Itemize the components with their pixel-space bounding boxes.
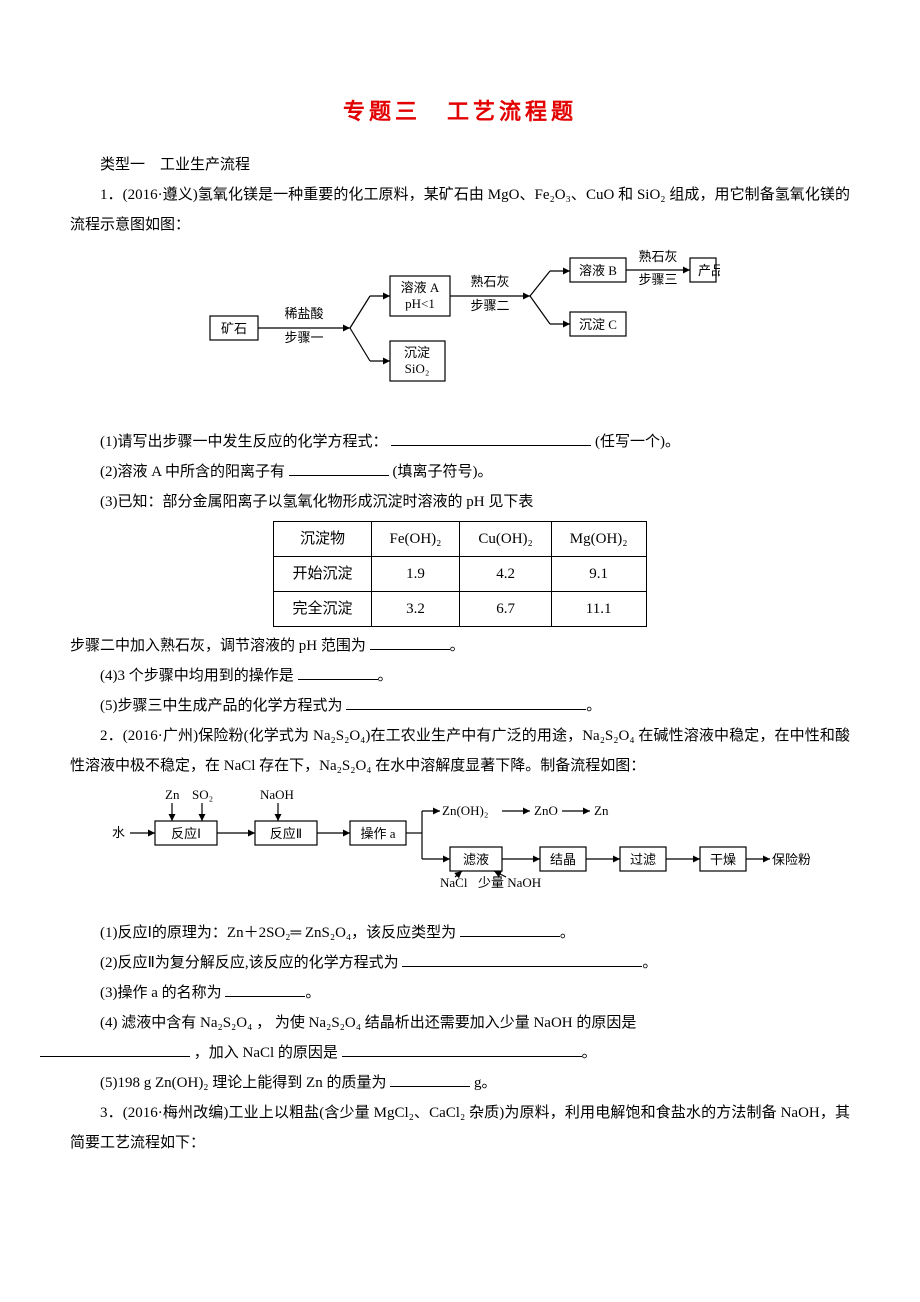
node-nacl: NaCl (440, 875, 468, 890)
node-caozuoa: 操作 a (360, 826, 395, 841)
th-0: 沉淀物 (274, 522, 371, 557)
node-sio2: SiO₂ (405, 361, 430, 376)
q2-4-blank2 (342, 1041, 582, 1057)
q2-1-blank (460, 921, 560, 937)
q2-3-blank (225, 981, 305, 997)
q1-4: (4)3 个步骤中均用到的操作是 。 (70, 661, 850, 691)
q1-1-tail: (任写一个)。 (595, 434, 680, 450)
cell: 3.2 (371, 592, 460, 627)
q1-3-blank (370, 634, 450, 650)
node-ganzao: 干燥 (710, 852, 736, 867)
cell: 开始沉淀 (274, 557, 371, 592)
q2-4: (4) 滤液中含有 Na₂S₂O₄ ， 为使 Na₂S₂O₄ 结晶析出还需要加入… (70, 1008, 850, 1068)
q1-2: (2)溶液 A 中所含的阳离子有 (填离子符号)。 (70, 457, 850, 487)
node-jiejing: 结晶 (550, 852, 576, 867)
node-chendianC: 沉淀 C (579, 317, 617, 332)
node-so2: SO₂ (192, 787, 213, 802)
q1-5-blank (346, 694, 586, 710)
cell: 1.9 (371, 557, 460, 592)
table-row: 开始沉淀 1.9 4.2 9.1 (274, 557, 646, 592)
q2-4b-text: ，加入 NaCl 的原因是 (194, 1045, 338, 1061)
lbl-step3: 步骤三 (638, 272, 677, 287)
th-3: Mg(OH)₂ (551, 522, 646, 557)
node-znm: Zn (594, 803, 609, 818)
node-rongyeA: 溶液 A (401, 280, 440, 295)
q1-1-text: (1)请写出步骤一中发生反应的化学方程式： (100, 434, 388, 450)
th-2: Cu(OH)₂ (460, 522, 551, 557)
q1-table: 沉淀物 Fe(OH)₂ Cu(OH)₂ Mg(OH)₂ 开始沉淀 1.9 4.2… (273, 521, 646, 627)
q2-2-text: (2)反应Ⅱ为复分解反应,该反应的化学方程式为 (100, 955, 399, 971)
q2-5b-text: g。 (474, 1075, 497, 1091)
q1-4-text: (4)3 个步骤中均用到的操作是 (100, 668, 294, 684)
q1-2-blank (289, 460, 389, 476)
node-zno: ZnO (534, 803, 558, 818)
q1-4-blank (298, 664, 378, 680)
node-zn: Zn (165, 787, 180, 802)
lbl-step1: 步骤一 (284, 330, 323, 345)
q2-5-blank (390, 1071, 470, 1087)
q1-intro: 1．(2016·遵义)氢氧化镁是一种重要的化工原料，某矿石由 MgO、Fe₂O₃… (70, 180, 850, 240)
q1-diagram: 矿石 稀盐酸 步骤一 溶液 A pH<1 沉淀 SiO₂ 熟石灰 步骤二 溶液 … (70, 246, 850, 417)
q1-2a: (2)溶液 A 中所含的阳离子有 (100, 464, 285, 480)
q1-5-text: (5)步骤三中生成产品的化学方程式为 (100, 698, 343, 714)
q2-4-blank1 (40, 1041, 190, 1057)
q2-2: (2)反应Ⅱ为复分解反应,该反应的化学方程式为 。 (70, 948, 850, 978)
node-fy2: 反应Ⅱ (270, 826, 302, 841)
q2-2-blank (402, 951, 642, 967)
node-shui: 水 (112, 825, 125, 840)
lbl-xyan: 稀盐酸 (284, 306, 323, 321)
q1-3-lead: (3)已知：部分金属阳离子以氢氧化物形成沉淀时溶液的 pH 见下表 (70, 487, 850, 517)
node-chendian: 沉淀 (404, 345, 430, 360)
q2-3: (3)操作 a 的名称为 。 (70, 978, 850, 1008)
node-shaoliang: 少量 NaOH (478, 875, 541, 890)
node-kuangshi: 矿石 (221, 321, 247, 336)
q3-intro: 3．(2016·梅州改编)工业上以粗盐(含少量 MgCl₂、CaCl₂ 杂质)为… (70, 1098, 850, 1158)
q1-2b: (填离子符号)。 (393, 464, 493, 480)
lbl-shushihui: 熟石灰 (470, 274, 509, 289)
q2-5: (5)198 g Zn(OH)₂ 理论上能得到 Zn 的质量为 g。 (70, 1068, 850, 1098)
q2-5a-text: (5)198 g Zn(OH)₂ 理论上能得到 Zn 的质量为 (100, 1075, 386, 1091)
th-1: Fe(OH)₂ (371, 522, 460, 557)
page-title: 专题三 工艺流程题 (70, 90, 850, 134)
lbl-step2: 步骤二 (470, 298, 509, 313)
cell: 4.2 (460, 557, 551, 592)
node-rongyeB: 溶液 B (579, 263, 617, 278)
cell: 完全沉淀 (274, 592, 371, 627)
q2-diagram: 水 Zn SO₂ 反应Ⅰ NaOH 反应Ⅱ 操作 a Zn(OH)₂ ZnO Z… (70, 787, 850, 908)
q2-intro: 2．(2016·广州)保险粉(化学式为 Na₂S₂O₄)在工农业生产中有广泛的用… (70, 721, 850, 781)
q1-3-after-text: 步骤二中加入熟石灰，调节溶液的 pH 范围为 (70, 638, 366, 654)
node-chanpin: 产品 (698, 263, 720, 278)
lbl-shushihui2: 熟石灰 (638, 249, 677, 264)
q1-3-after: 步骤二中加入熟石灰，调节溶液的 pH 范围为 。 (70, 631, 850, 661)
cell: 6.7 (460, 592, 551, 627)
q2-4a-text: (4) 滤液中含有 Na₂S₂O₄ ， 为使 Na₂S₂O₄ 结晶析出还需要加入… (100, 1015, 636, 1031)
q1-1: (1)请写出步骤一中发生反应的化学方程式： (任写一个)。 (70, 427, 850, 457)
q2-1-text: (1)反应Ⅰ的原理为：Zn＋2SO₂═ ZnS₂O₄，该反应类型为 (100, 925, 456, 941)
node-fy1: 反应Ⅰ (171, 826, 201, 841)
node-guolu: 过滤 (630, 852, 656, 867)
q1-1-blank (391, 430, 591, 446)
q2-1: (1)反应Ⅰ的原理为：Zn＋2SO₂═ ZnS₂O₄，该反应类型为 。 (70, 918, 850, 948)
cell: 9.1 (551, 557, 646, 592)
cell: 11.1 (551, 592, 646, 627)
node-znoh2: Zn(OH)₂ (442, 803, 488, 818)
node-naoh: NaOH (260, 787, 294, 802)
node-bxf: 保险粉 (772, 852, 810, 867)
q2-3-text: (3)操作 a 的名称为 (100, 985, 222, 1001)
section-heading: 类型一 工业生产流程 (70, 150, 850, 180)
node-lvye: 滤液 (463, 852, 489, 867)
table-header-row: 沉淀物 Fe(OH)₂ Cu(OH)₂ Mg(OH)₂ (274, 522, 646, 557)
q1-5: (5)步骤三中生成产品的化学方程式为 。 (70, 691, 850, 721)
node-ph: pH<1 (405, 296, 435, 311)
table-row: 完全沉淀 3.2 6.7 11.1 (274, 592, 646, 627)
